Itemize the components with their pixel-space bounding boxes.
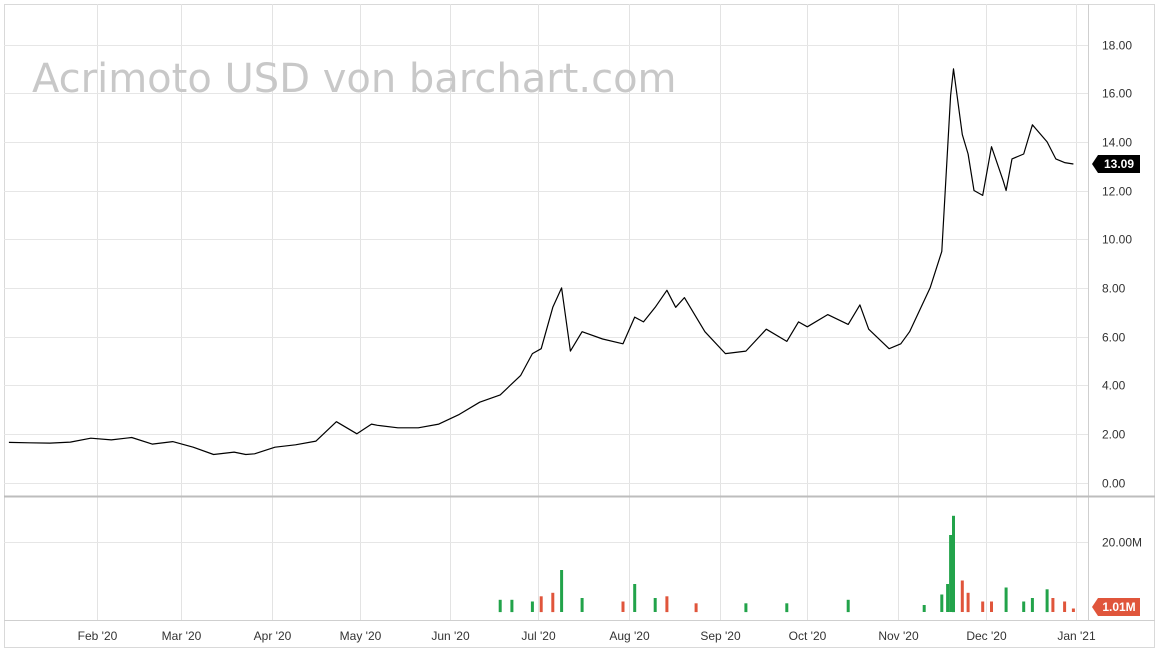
volume-bar	[530, 601, 534, 612]
x-tick-label: Jan '21	[1057, 629, 1096, 643]
y-tick-label: 4.00	[1102, 379, 1126, 393]
volume-bar	[1004, 587, 1008, 612]
volume-bar	[744, 603, 748, 613]
x-tick-label: Feb '20	[78, 629, 118, 643]
volume-bar	[952, 515, 955, 613]
volume-bar	[960, 580, 964, 612]
volume-bar	[1030, 598, 1034, 612]
volume-bar	[560, 570, 564, 612]
volume-bar	[966, 592, 970, 613]
volume-bar	[633, 584, 637, 612]
volume-bar	[653, 598, 657, 612]
volume-bar	[1022, 601, 1026, 612]
x-tick-label: Mar '20	[162, 629, 202, 643]
y-tick-label: 16.00	[1102, 87, 1132, 101]
volume-bar	[1071, 608, 1075, 612]
chart-frame	[4, 4, 1155, 648]
price-last-value: 13.09	[1104, 157, 1134, 171]
volume-last-badge: 1.01M	[1092, 598, 1140, 616]
chart-title-watermark: Acrimoto USD von barchart.com	[32, 56, 677, 102]
x-tick-label: Jul '20	[521, 629, 556, 643]
price-last-badge: 13.09	[1092, 155, 1140, 174]
price-series-line	[8, 68, 1074, 456]
y-tick-label: 14.00	[1102, 136, 1132, 150]
y-tick-label: 2.00	[1102, 428, 1126, 442]
y-tick-label: 10.00	[1102, 233, 1132, 247]
x-tick-label: Nov '20	[878, 629, 919, 643]
volume-bar	[940, 594, 944, 612]
x-tick-label: Apr '20	[254, 629, 292, 643]
volume-bars	[498, 515, 1075, 613]
x-tick-label: Jun '20	[431, 629, 470, 643]
volume-bar	[510, 599, 514, 613]
price-badge-shape	[1092, 155, 1140, 174]
volume-bar	[1051, 598, 1055, 612]
x-tick-label: Sep '20	[700, 629, 741, 643]
volume-bar	[551, 592, 555, 613]
x-tick-label: Oct '20	[789, 629, 827, 643]
volume-bar	[846, 599, 850, 613]
volume-bar	[580, 598, 584, 612]
x-tick-label: Aug '20	[609, 629, 650, 643]
price-line-layer	[8, 68, 1074, 456]
volume-bar	[785, 603, 789, 613]
y-tick-label: 0.00	[1102, 477, 1126, 491]
y-tick-label: 18.00	[1102, 39, 1132, 53]
x-tick-label: May '20	[340, 629, 382, 643]
volume-bar	[1063, 601, 1067, 612]
volume-bar	[922, 605, 926, 612]
grid-layer	[4, 4, 1155, 648]
volume-bar	[621, 601, 625, 612]
axes-layer: Feb '20 Mar '20 Apr '20 May '20 Jun '20 Jul '…	[4, 4, 1155, 643]
volume-bar	[1045, 589, 1049, 613]
volume-last-value: 1.01M	[1102, 600, 1135, 614]
volume-bar	[949, 535, 953, 612]
volume-bar	[694, 603, 698, 613]
volume-tick-label: 20.00M	[1102, 536, 1142, 550]
volume-bar	[665, 596, 669, 613]
y-tick-label: 8.00	[1102, 282, 1126, 296]
y-tick-label: 12.00	[1102, 185, 1132, 199]
volume-bar	[981, 601, 985, 612]
x-tick-label: Dec '20	[966, 629, 1007, 643]
volume-bar	[990, 601, 993, 612]
volume-bar	[498, 599, 502, 613]
volume-badge-shape	[1092, 598, 1140, 616]
volume-bar	[539, 596, 543, 613]
y-tick-label: 6.00	[1102, 331, 1126, 345]
volume-bar	[946, 584, 950, 612]
